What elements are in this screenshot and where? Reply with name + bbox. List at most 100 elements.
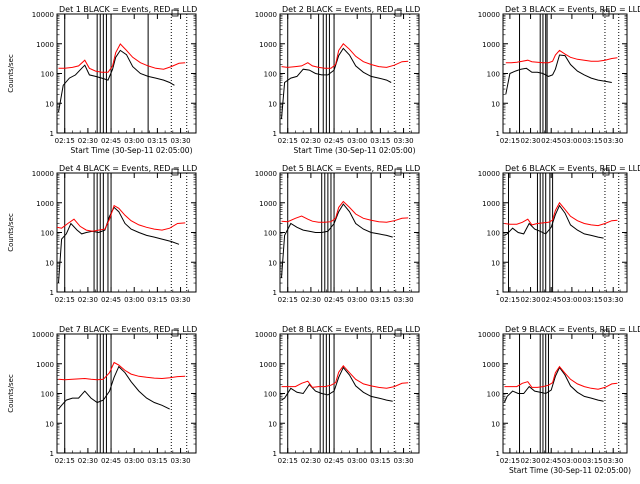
x-tick-label: 03:15 [147, 296, 167, 304]
y-tick-label: 100 [487, 230, 500, 238]
plot-frame [502, 13, 628, 134]
x-tick-label: 02:15 [500, 137, 520, 145]
x-tick-label: 03:15 [582, 137, 602, 145]
x-tick-label: 02:15 [278, 296, 298, 304]
series-line-lld [58, 43, 186, 73]
legend-box [171, 329, 179, 337]
chart-title: Det 1 BLACK = Events, RED = LLD [59, 5, 197, 14]
y-tick-label: 10 [268, 259, 277, 267]
x-tick-label: 03:15 [370, 457, 390, 465]
y-tick-label: 10000 [32, 11, 54, 19]
x-tick-label: 03:00 [124, 137, 144, 145]
chart-panel-6: Det 6 BLACK = Events, RED = LLD 1 10 100 100… [478, 164, 640, 304]
y-tick-label: 10000 [478, 170, 500, 178]
x-tick-label: 03:15 [582, 457, 602, 465]
y-tick-label: 10 [45, 420, 54, 428]
series-line-events [281, 47, 392, 119]
chart-title: Det 6 BLACK = Events, RED = LLD [505, 164, 640, 173]
series-line-lld [56, 204, 186, 232]
chart-panel-7: Det 7 BLACK = Events, RED = LLD 1 10 100 100… [7, 325, 197, 465]
x-tick-label: 03:15 [582, 296, 602, 304]
x-tick-label: 02:15 [55, 457, 75, 465]
y-tick-label: 100 [264, 391, 277, 399]
series-line-lld [505, 49, 618, 64]
x-tick-label: 02:30 [301, 137, 321, 145]
x-tick-label: 03:15 [370, 137, 390, 145]
x-tick-label: 03:15 [370, 296, 390, 304]
y-tick-label: 10 [491, 259, 500, 267]
x-tick-label: 02:45 [324, 457, 344, 465]
x-tick-label: 02:45 [324, 296, 344, 304]
y-tick-label: 1 [273, 130, 277, 138]
series-line-events [58, 206, 180, 284]
chart-title: Det 9 BLACK = Events, RED = LLD [505, 325, 640, 334]
y-tick-label: 10 [45, 100, 54, 108]
plot-frame [56, 13, 197, 134]
x-tick-label: 02:45 [324, 137, 344, 145]
legend-box [602, 168, 610, 176]
legend-box [602, 9, 610, 17]
chart-title: Det 8 BLACK = Events, RED = LLD [282, 325, 420, 334]
y-tick-label: 1000 [259, 200, 277, 208]
legend-box [602, 329, 610, 337]
y-tick-label: 1 [496, 289, 500, 297]
series-line-events [503, 366, 604, 403]
x-tick-label: 02:45 [101, 137, 121, 145]
y-tick-label: 1000 [259, 41, 277, 49]
y-tick-label: 1000 [482, 200, 500, 208]
x-tick-label: 03:30 [170, 296, 190, 304]
plot-frame [502, 172, 628, 293]
y-tick-label: 1 [496, 450, 500, 458]
x-tick-label: 03:00 [124, 296, 144, 304]
series-line-events [281, 366, 393, 402]
chart-title: Det 7 BLACK = Events, RED = LLD [59, 325, 197, 334]
series-line-lld [281, 43, 409, 69]
x-axis-label: Start Time (30-Sep-11 02:05:00) [294, 146, 416, 155]
x-tick-label: 02:30 [520, 296, 540, 304]
x-tick-label: 03:30 [603, 137, 623, 145]
x-tick-label: 03:15 [147, 137, 167, 145]
y-tick-label: 1000 [36, 41, 54, 49]
y-tick-label: 10000 [32, 331, 54, 339]
chart-title: Det 2 BLACK = Events, RED = LLD [282, 5, 420, 14]
chart-panel-9: Det 9 BLACK = Events, RED = LLD 1 10 100 100… [478, 325, 640, 475]
chart-panel-8: Det 8 BLACK = Events, RED = LLD 1 10 100 100… [255, 325, 421, 465]
chart-title: Det 4 BLACK = Events, RED = LLD [59, 164, 197, 173]
chart-title: Det 5 BLACK = Events, RED = LLD [282, 164, 420, 173]
x-tick-label: 02:45 [101, 457, 121, 465]
series-line-lld [281, 365, 409, 389]
x-tick-label: 02:30 [301, 296, 321, 304]
series-line-lld [281, 200, 409, 223]
x-tick-label: 03:00 [347, 296, 367, 304]
y-tick-label: 10000 [478, 331, 500, 339]
y-tick-label: 1000 [482, 41, 500, 49]
y-tick-label: 1000 [36, 361, 54, 369]
legend-box [394, 9, 402, 17]
plot-frame [56, 172, 197, 293]
plot-frame [279, 172, 420, 293]
x-tick-label: 02:45 [541, 457, 561, 465]
x-tick-label: 02:30 [301, 457, 321, 465]
x-axis-label: Start Time (30-Sep-11 02:05:00) [71, 146, 193, 155]
legend-box [394, 168, 402, 176]
y-tick-label: 100 [41, 230, 54, 238]
x-tick-label: 02:15 [500, 457, 520, 465]
x-tick-label: 02:30 [520, 137, 540, 145]
chart-panel-3: Det 3 BLACK = Events, RED = LLD 1 10 100 100… [478, 5, 640, 145]
series-line-events [58, 365, 170, 410]
x-tick-label: 03:30 [603, 457, 623, 465]
legend-box [171, 168, 179, 176]
y-tick-label: 10000 [255, 331, 277, 339]
series-line-events [281, 203, 393, 278]
y-tick-label: 10000 [32, 170, 54, 178]
chart-panel-2: Det 2 BLACK = Events, RED = LLD 1 10 100 100… [255, 5, 421, 155]
x-tick-label: 02:15 [278, 457, 298, 465]
y-tick-label: 10 [268, 420, 277, 428]
series-line-events [58, 49, 175, 113]
y-tick-label: 1 [50, 450, 54, 458]
x-tick-label: 03:30 [393, 296, 413, 304]
x-tick-label: 03:00 [562, 137, 582, 145]
y-tick-label: 100 [487, 71, 500, 79]
y-tick-label: 1 [50, 289, 54, 297]
y-tick-label: 10000 [255, 11, 277, 19]
